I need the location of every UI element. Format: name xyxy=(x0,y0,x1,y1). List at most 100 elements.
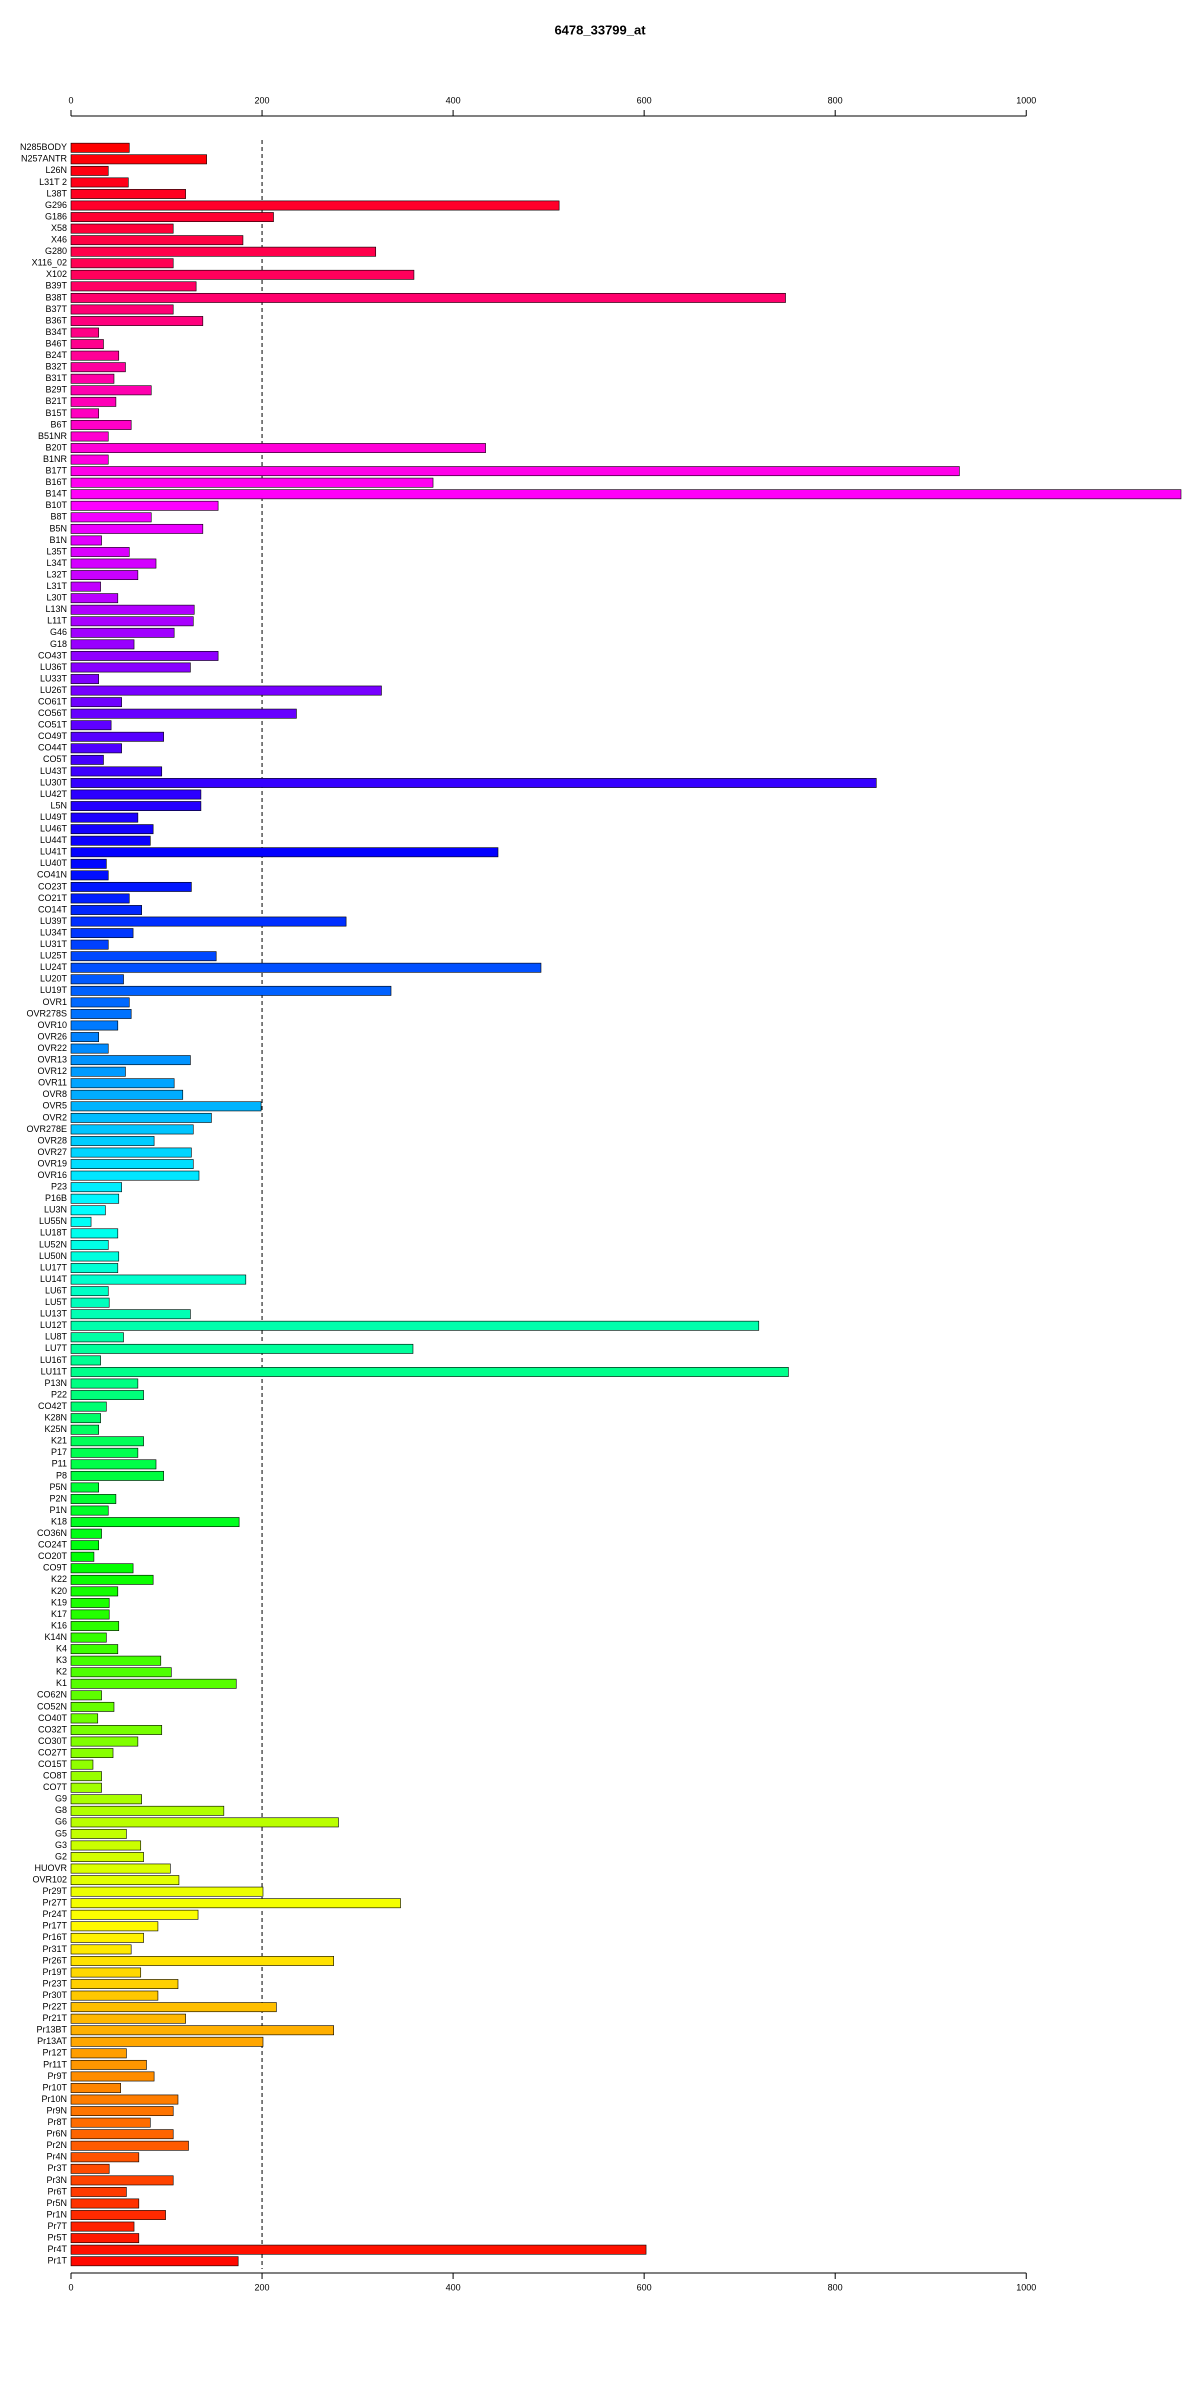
bar xyxy=(70,2013,186,2024)
bar xyxy=(70,327,100,338)
bar xyxy=(70,316,204,326)
y-tick-label: LU25T xyxy=(40,951,68,961)
bar xyxy=(70,246,377,257)
bar xyxy=(70,466,960,477)
y-tick-label: Pr16T xyxy=(42,1932,67,1942)
bar xyxy=(70,189,186,199)
y-tick-label: OVR27 xyxy=(37,1147,67,1157)
bar xyxy=(70,1875,180,1886)
bar xyxy=(70,396,117,407)
y-tick-label: G9 xyxy=(55,1794,67,1804)
y-tick-label: L31T 2 xyxy=(39,177,67,187)
bar xyxy=(70,1563,134,1574)
bar xyxy=(70,1367,789,1377)
y-tick-label: LU18T xyxy=(40,1228,68,1238)
bar xyxy=(70,2210,166,2220)
y-tick-label: OVR11 xyxy=(38,1078,67,1088)
bar xyxy=(70,489,1182,500)
y-tick-label: LU52N xyxy=(39,1239,67,1249)
y-tick-label: OVR2 xyxy=(42,1112,67,1122)
bar xyxy=(70,1840,142,1851)
y-tick-label: CO40T xyxy=(38,1713,68,1723)
bar xyxy=(70,2256,239,2267)
y-tick-label: K28N xyxy=(44,1413,67,1423)
y-tick-label: K25N xyxy=(44,1424,67,1434)
y-tick-label: B51NR xyxy=(38,431,68,441)
bar xyxy=(70,858,107,869)
y-tick-label: LU44T xyxy=(40,835,68,845)
bar xyxy=(70,1990,159,2001)
bar xyxy=(70,985,392,996)
y-tick-label: OVR102 xyxy=(32,1874,67,1884)
y-tick-label: B10T xyxy=(45,500,67,510)
bar xyxy=(70,1447,139,1458)
bar xyxy=(70,962,542,973)
y-tick-label: LU46T xyxy=(40,824,68,834)
bar xyxy=(70,1066,126,1077)
y-tick-label: LU5T xyxy=(45,1297,68,1307)
y-tick-label: B37T xyxy=(45,304,67,314)
bar xyxy=(70,1701,115,1712)
y-tick-label: P2N xyxy=(49,1493,67,1503)
bar xyxy=(70,593,119,604)
bar xyxy=(70,1771,102,1782)
bar xyxy=(70,281,197,292)
bar xyxy=(70,1828,127,1839)
y-tick-label: B36T xyxy=(45,315,67,325)
bar xyxy=(70,1944,132,1955)
y-tick-label: B17T xyxy=(45,466,67,476)
y-tick-label: Pr19T xyxy=(42,1967,67,1977)
bar xyxy=(70,500,219,511)
y-tick-label: X58 xyxy=(51,223,67,233)
y-tick-label: LU26T xyxy=(40,685,68,695)
bar xyxy=(70,1390,144,1400)
y-tick-label: OVR12 xyxy=(37,1066,67,1076)
y-tick-label: Pr6T xyxy=(47,2186,67,2196)
bar xyxy=(70,165,109,176)
y-tick-label: LU50N xyxy=(39,1251,67,1261)
y-tick-label: X116_02 xyxy=(32,258,67,268)
bar xyxy=(70,708,297,719)
y-tick-label: K17 xyxy=(51,1609,67,1619)
y-tick-label: N285BODY xyxy=(20,142,67,152)
y-tick-label: CO14T xyxy=(38,904,68,914)
y-tick-label: LU49T xyxy=(40,812,68,822)
y-tick-label: CO15T xyxy=(38,1759,68,1769)
y-tick-label: P8 xyxy=(56,1470,67,1480)
y-tick-label: P13N xyxy=(44,1378,67,1388)
bar xyxy=(70,235,244,246)
bar xyxy=(70,881,192,892)
bar xyxy=(70,1898,401,1909)
y-tick-label: G8 xyxy=(55,1805,67,1815)
y-tick-label: OVR26 xyxy=(37,1031,67,1041)
bar xyxy=(70,1609,110,1620)
bar xyxy=(70,2221,135,2232)
y-tick-label: LU12T xyxy=(40,1320,68,1330)
y-tick-label: LU11T xyxy=(41,1366,68,1376)
bar xyxy=(70,951,217,962)
y-tick-label: LU36T xyxy=(40,662,68,672)
bar xyxy=(70,350,120,361)
bar xyxy=(70,454,109,465)
bar xyxy=(70,1251,120,1262)
y-tick-label: P1N xyxy=(49,1505,67,1515)
bar xyxy=(70,2048,127,2059)
bar xyxy=(70,1574,154,1585)
y-tick-label: K21 xyxy=(51,1436,67,1446)
bar xyxy=(70,477,434,488)
bar xyxy=(70,1909,199,1920)
bar xyxy=(70,2244,647,2255)
y-tick-label: Pr8T xyxy=(47,2117,67,2127)
y-tick-label: L13N xyxy=(45,604,67,614)
y-tick-label: G18 xyxy=(50,639,67,649)
y-tick-label: B8T xyxy=(50,512,67,522)
y-tick-label: B15T xyxy=(45,408,67,418)
bar xyxy=(70,1182,122,1193)
y-tick-label: OVR278E xyxy=(26,1124,67,1134)
y-tick-label: CO7T xyxy=(43,1782,68,1792)
x-tick-label: 800 xyxy=(828,95,843,105)
bar xyxy=(70,847,499,858)
y-tick-label: Pr1N xyxy=(46,2209,67,2219)
y-tick-label: OVR1 xyxy=(42,997,67,1007)
